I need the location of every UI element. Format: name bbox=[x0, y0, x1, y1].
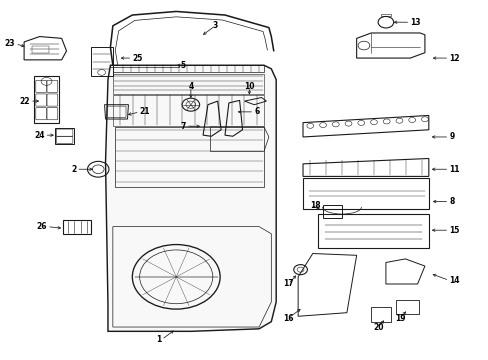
Text: 21: 21 bbox=[140, 107, 150, 116]
Text: 2: 2 bbox=[71, 165, 76, 174]
Text: 23: 23 bbox=[5, 39, 15, 48]
Text: 13: 13 bbox=[409, 18, 420, 27]
Text: 17: 17 bbox=[283, 279, 293, 288]
Text: 20: 20 bbox=[372, 323, 383, 332]
Text: 8: 8 bbox=[448, 197, 454, 206]
Text: 3: 3 bbox=[212, 21, 218, 30]
Text: 9: 9 bbox=[448, 132, 454, 141]
Polygon shape bbox=[105, 65, 276, 331]
Text: 19: 19 bbox=[394, 314, 405, 323]
Text: 22: 22 bbox=[20, 96, 30, 105]
Text: 12: 12 bbox=[448, 54, 459, 63]
Text: 1: 1 bbox=[156, 335, 161, 344]
Text: 7: 7 bbox=[180, 122, 185, 131]
Text: 14: 14 bbox=[448, 276, 459, 285]
Text: 6: 6 bbox=[254, 107, 259, 116]
Text: 5: 5 bbox=[181, 61, 185, 70]
Text: 18: 18 bbox=[310, 201, 320, 210]
Text: 11: 11 bbox=[448, 165, 459, 174]
Text: 24: 24 bbox=[34, 131, 44, 140]
Text: 10: 10 bbox=[244, 82, 254, 91]
Text: 25: 25 bbox=[132, 54, 142, 63]
Text: 15: 15 bbox=[448, 226, 459, 235]
Text: 26: 26 bbox=[37, 222, 47, 231]
Text: 16: 16 bbox=[283, 314, 293, 323]
Text: 4: 4 bbox=[188, 82, 193, 91]
